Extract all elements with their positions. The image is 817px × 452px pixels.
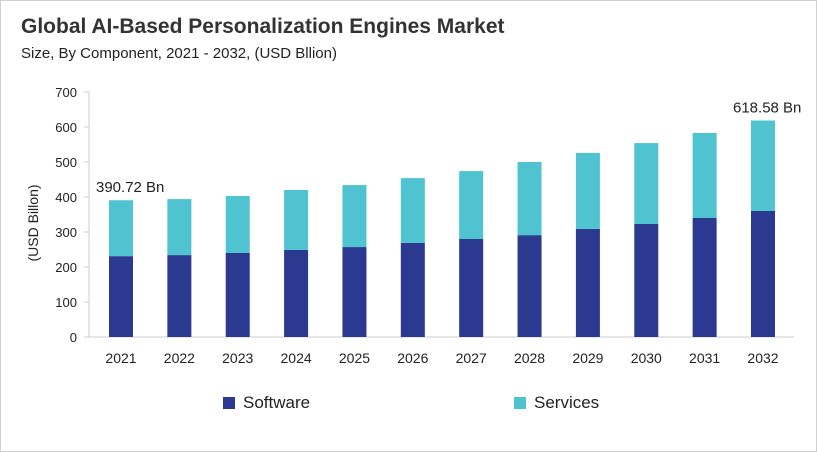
x-tick-label: 2028 xyxy=(514,350,545,366)
y-tick-label: 200 xyxy=(55,260,77,275)
chart-title: Global AI-Based Personalization Engines … xyxy=(21,15,505,38)
bar-services-2027 xyxy=(459,171,484,239)
bar-software-2023 xyxy=(225,253,250,337)
bar-software-2024 xyxy=(284,249,309,337)
bar-services-2021 xyxy=(109,200,133,257)
x-tick-label: 2024 xyxy=(281,350,312,366)
bar-software-2030 xyxy=(634,223,659,337)
y-axis-label: (USD Billon) xyxy=(25,184,41,261)
chart-subtitle: Size, By Component, 2021 - 2032, (USD Bl… xyxy=(21,45,337,62)
y-tick-label: 0 xyxy=(70,330,77,345)
x-tick-label: 2023 xyxy=(222,350,253,366)
bar-services-2025 xyxy=(342,185,367,248)
bar-software-2027 xyxy=(459,239,484,337)
bar-software-2028 xyxy=(517,235,542,337)
bar-software-2025 xyxy=(342,247,367,337)
legend-item-services: Services xyxy=(514,393,599,413)
x-tick-label: 2031 xyxy=(689,350,720,366)
legend-swatch-services xyxy=(514,397,526,409)
x-tick-label: 2026 xyxy=(397,350,428,366)
bar-services-2028 xyxy=(517,162,542,236)
x-tick-label: 2022 xyxy=(164,350,195,366)
x-tick-label: 2021 xyxy=(105,350,136,366)
y-tick-label: 700 xyxy=(55,85,77,100)
legend-label-software: Software xyxy=(243,393,311,412)
y-tick-label: 300 xyxy=(55,225,77,240)
legend-swatch-software xyxy=(223,397,235,409)
bar-services-2029 xyxy=(575,152,600,229)
x-tick-label: 2030 xyxy=(631,350,662,366)
bar-services-2031 xyxy=(692,132,717,218)
bar-software-2031 xyxy=(692,218,717,337)
bar-services-2026 xyxy=(400,178,425,243)
bar-services-2030 xyxy=(634,143,659,224)
x-tick-label: 2029 xyxy=(572,350,603,366)
y-tick-label: 400 xyxy=(55,190,77,205)
legend-label-services: Services xyxy=(534,393,600,412)
bar-software-2026 xyxy=(400,242,425,337)
data-label-2021: 390.72 Bn xyxy=(96,179,164,196)
bar-software-2021 xyxy=(109,256,133,337)
legend-item-software: Software xyxy=(223,393,310,413)
bar-services-2022 xyxy=(167,199,192,256)
y-tick-label: 500 xyxy=(55,155,77,170)
x-tick-label: 2025 xyxy=(339,350,370,366)
bar-software-2029 xyxy=(575,228,600,337)
bar-services-2032 xyxy=(751,120,775,211)
y-tick-label: 600 xyxy=(55,120,77,135)
bar-services-2024 xyxy=(284,190,309,250)
y-tick-label: 100 xyxy=(55,295,77,310)
x-tick-label: 2032 xyxy=(747,350,778,366)
bar-software-2032 xyxy=(751,211,775,337)
data-label-2032: 618.58 Bn xyxy=(733,99,801,116)
bar-software-2022 xyxy=(167,255,192,337)
x-tick-label: 2027 xyxy=(456,350,487,366)
bar-services-2023 xyxy=(225,195,250,253)
